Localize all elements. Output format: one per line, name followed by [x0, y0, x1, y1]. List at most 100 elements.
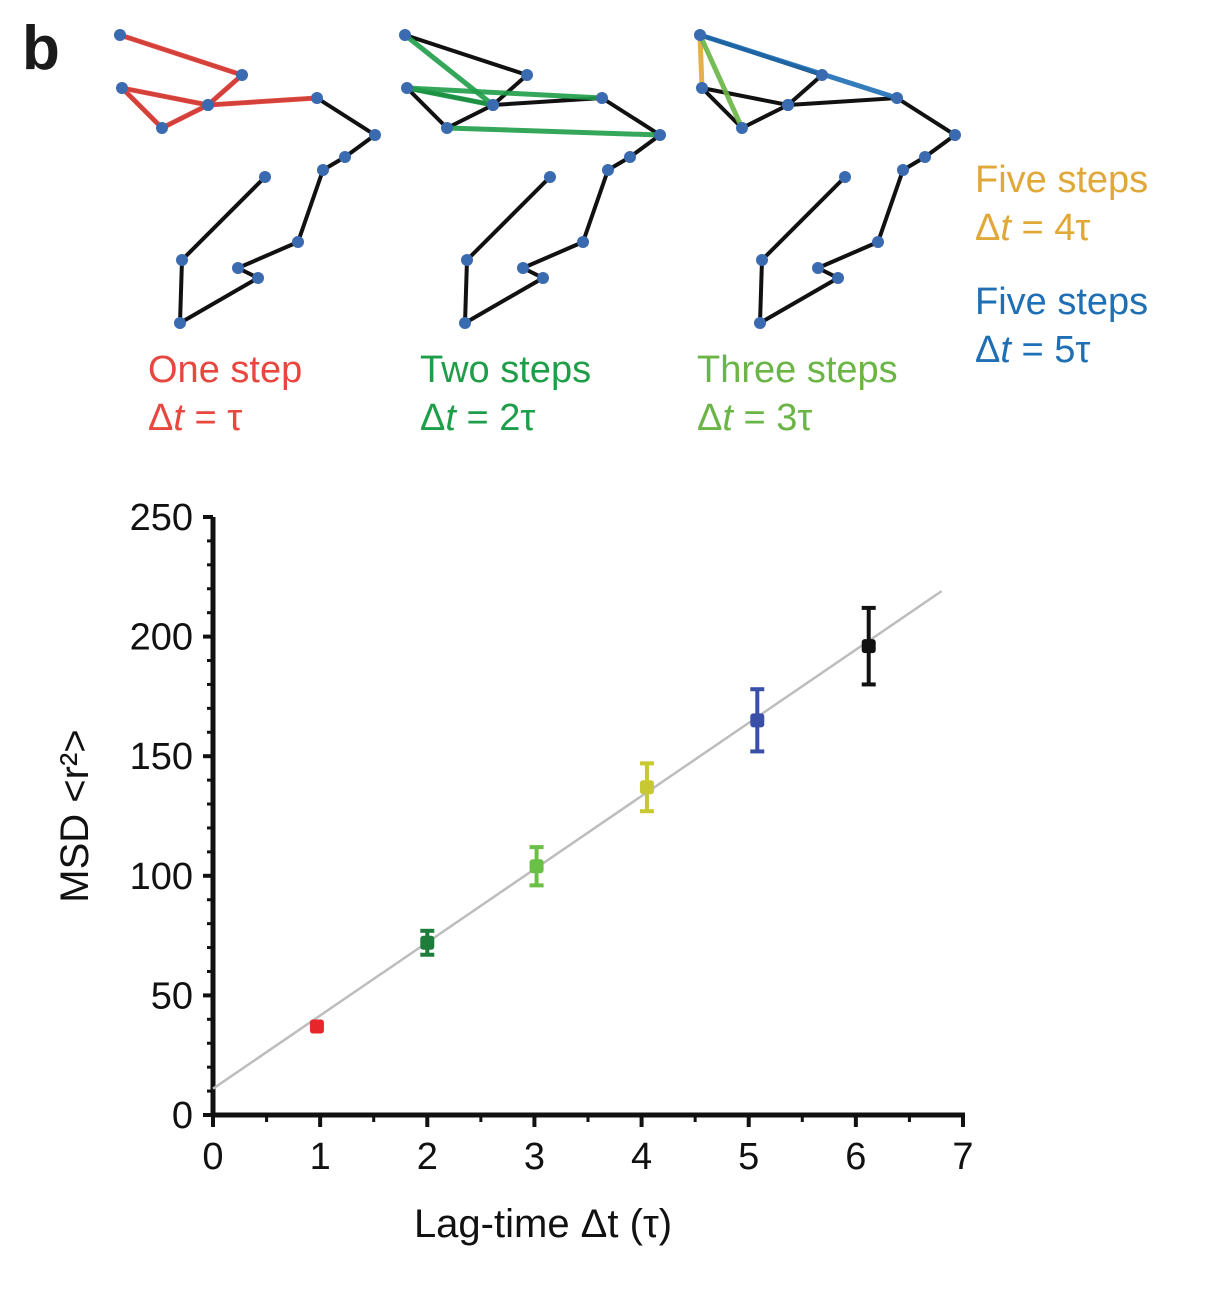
trajectory-point	[736, 122, 748, 134]
trajectory-point	[544, 171, 556, 183]
trajectory-point	[174, 317, 186, 329]
trajectory-point	[521, 69, 533, 81]
trajectory-point	[897, 164, 909, 176]
trajectory-path	[699, 33, 957, 325]
trajectory-highlight-segment	[117, 32, 245, 78]
x-tick-label: 7	[952, 1136, 973, 1178]
trajectory-point	[756, 254, 768, 266]
trajectory-path	[119, 33, 377, 325]
panel-label: b	[22, 14, 60, 83]
x-tick-label: 0	[202, 1136, 223, 1178]
trajectory-point	[156, 122, 168, 134]
trajectory-highlight-segment	[697, 32, 705, 91]
caption-five-steps-eq: Δt = 5τ	[975, 329, 1091, 371]
y-tick-label: 50	[151, 975, 193, 1017]
trajectory-path	[404, 33, 662, 325]
trajectory-highlight-segment	[119, 85, 211, 108]
caption-five-steps: Five steps Δt = 5τ	[975, 278, 1148, 374]
data-point	[861, 639, 876, 654]
trajectory-highlight-segment	[697, 32, 900, 101]
caption-one-step-eq: Δt = τ	[148, 397, 243, 439]
caption-one-step-name: One step	[148, 349, 303, 391]
trajectory-point	[487, 99, 499, 111]
data-point	[309, 1019, 324, 1034]
x-tick-label: 4	[631, 1136, 652, 1178]
x-tick-label: 5	[738, 1136, 759, 1178]
trajectory-highlight-segment	[205, 72, 245, 108]
trajectory-point	[696, 82, 708, 94]
y-axis-label: MSD <r²>	[53, 729, 97, 902]
y-tick-label: 100	[130, 856, 193, 898]
caption-two-steps-name: Two steps	[420, 349, 592, 391]
trajectory-point	[577, 236, 589, 248]
trajectory-point	[694, 29, 706, 41]
trajectory-point	[754, 317, 766, 329]
trajectory-point	[812, 262, 824, 274]
trajectory-point	[517, 262, 529, 274]
caption-two-steps-eq: Δt = 2τ	[420, 397, 536, 439]
trajectory-point	[782, 99, 794, 111]
trajectory-point	[949, 129, 961, 141]
msd-chart: 0 50 100 150 200 250 0 1 2 3 4 5 6 7 Lag-time Δt (τ) MS…	[53, 497, 974, 1246]
y-tick-label: 150	[130, 736, 193, 778]
data-point	[420, 935, 435, 950]
x-tick-label: 6	[845, 1136, 866, 1178]
trajectory-point	[596, 92, 608, 104]
trajectory-point	[317, 164, 329, 176]
data-point	[639, 780, 654, 795]
trajectory-point	[202, 99, 214, 111]
trajectory-point	[891, 92, 903, 104]
x-axis-label: Lag-time Δt (τ)	[414, 1202, 672, 1246]
trajectory-point	[872, 236, 884, 248]
trajectory-point	[116, 82, 128, 94]
trajectory-point	[292, 236, 304, 248]
caption-four-steps: Five steps Δt = 4τ	[975, 156, 1148, 252]
trajectory-highlight-segment	[404, 85, 605, 101]
trajectory-point	[832, 272, 844, 284]
trajectory-point	[259, 171, 271, 183]
trajectory-point	[232, 262, 244, 274]
trajectory-highlight-segment	[205, 95, 320, 108]
trajectory-multi-steps	[694, 29, 961, 329]
trajectory-point	[236, 69, 248, 81]
x-tick-label: 1	[310, 1136, 331, 1178]
trajectory-point	[839, 171, 851, 183]
trajectory-point	[654, 129, 666, 141]
data-point	[750, 713, 765, 728]
trajectory-point	[176, 254, 188, 266]
trajectory-point	[401, 82, 413, 94]
caption-three-steps: Three steps Δt = 3τ	[697, 346, 898, 442]
trajectory-highlight-segment	[159, 102, 211, 131]
trajectory-point	[459, 317, 471, 329]
y-tick-label: 250	[130, 497, 193, 539]
caption-two-steps: Two steps Δt = 2τ	[420, 346, 591, 442]
y-tick-label: 0	[172, 1095, 193, 1137]
trajectory-highlight-segment	[444, 125, 663, 138]
trajectory-highlight-segment	[119, 85, 165, 131]
trajectory-point	[624, 151, 636, 163]
caption-three-steps-name: Three steps	[697, 349, 898, 391]
trajectory-point	[602, 164, 614, 176]
caption-five-steps-name: Five steps	[975, 281, 1149, 323]
caption-four-steps-name: Five steps	[975, 159, 1149, 201]
caption-three-steps-eq: Δt = 3τ	[697, 397, 813, 439]
fit-line	[212, 590, 943, 1090]
trajectory-point	[461, 254, 473, 266]
trajectory-one-step	[114, 29, 381, 329]
trajectory-point	[114, 29, 126, 41]
caption-one-step: One step Δt = τ	[148, 346, 302, 442]
data-point	[529, 859, 544, 874]
trajectory-point	[252, 272, 264, 284]
trajectory-point	[919, 151, 931, 163]
x-tick-label: 3	[524, 1136, 545, 1178]
trajectory-point	[311, 92, 323, 104]
trajectory-highlight-segment	[697, 32, 745, 131]
caption-four-steps-eq: Δt = 4τ	[975, 207, 1091, 249]
trajectory-point	[369, 129, 381, 141]
trajectory-point	[339, 151, 351, 163]
trajectory-point	[441, 122, 453, 134]
trajectory-point	[537, 272, 549, 284]
trajectory-point	[399, 29, 411, 41]
x-tick-label: 2	[417, 1136, 438, 1178]
trajectory-point	[816, 69, 828, 81]
